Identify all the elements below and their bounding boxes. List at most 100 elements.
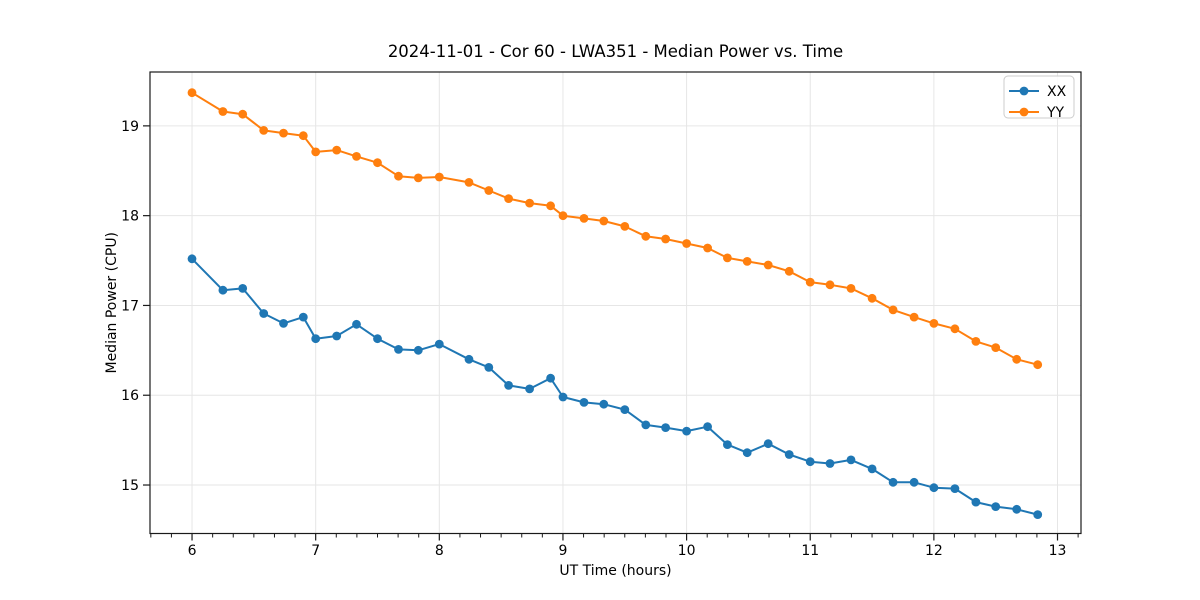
series-XX-marker — [661, 423, 670, 432]
series-YY-marker — [394, 171, 403, 181]
series-XX-marker — [434, 339, 444, 349]
series-XX-marker — [682, 426, 691, 436]
series-XX-marker — [950, 484, 960, 493]
series-YY-marker — [620, 222, 630, 231]
series-YY-marker — [909, 312, 919, 322]
series-YY-marker — [352, 152, 361, 161]
series-YY-marker — [682, 239, 691, 248]
legend-sample-marker-XX — [1019, 86, 1029, 96]
series-XX-marker — [525, 384, 534, 394]
series-XX-marker — [579, 398, 589, 407]
series-YY-marker — [373, 158, 382, 168]
series-XX-marker — [413, 345, 423, 355]
y-tick-label: 16 — [121, 388, 139, 404]
x-tick-label: 9 — [558, 543, 567, 559]
series-YY-marker — [763, 260, 773, 270]
x-tick-label: 12 — [925, 543, 943, 559]
series-XX-marker — [825, 459, 835, 468]
series-YY-marker — [434, 172, 444, 182]
series-XX-marker — [763, 439, 773, 449]
x-tick-label: 6 — [188, 543, 197, 559]
x-tick-label: 13 — [1049, 543, 1067, 559]
x-tick-label: 8 — [435, 543, 444, 559]
grid — [150, 72, 1081, 534]
series-XX-marker — [332, 331, 342, 341]
series-XX-marker — [259, 309, 269, 318]
series-YY-marker — [846, 284, 856, 293]
series-XX-marker — [971, 497, 981, 507]
series-YY-marker — [742, 257, 752, 266]
series-YY-marker — [504, 194, 513, 204]
series-XX-marker — [784, 450, 794, 459]
series-YY-marker — [238, 109, 248, 119]
series-YY-marker — [579, 214, 589, 223]
series-YY-marker — [525, 198, 534, 208]
series-YY-marker — [279, 128, 288, 138]
chart-title: 2024-11-01 - Cor 60 - LWA351 - Median Po… — [388, 42, 843, 61]
series-YY-marker — [888, 305, 898, 315]
series-XX-marker — [599, 399, 609, 409]
series-YY-line — [191, 91, 1038, 366]
series-XX-marker — [504, 381, 513, 390]
x-tick-label: 11 — [801, 543, 819, 559]
legend-box — [1003, 75, 1075, 119]
series-XX-marker — [394, 345, 403, 354]
series-XX-marker — [929, 483, 939, 493]
series-YY-marker — [413, 173, 423, 183]
series-XX-marker — [558, 392, 568, 402]
y-tick-label: 18 — [121, 209, 139, 225]
series-YY-marker — [259, 125, 269, 135]
axes-ticks: 6 7 8 9 10 11 12 13 15 16 17 18 19 — [121, 119, 1079, 559]
series-XX-marker — [279, 319, 288, 328]
y-tick-label: 17 — [121, 298, 139, 314]
series-XX-marker — [187, 254, 197, 264]
y-tick-label: 15 — [121, 478, 139, 494]
series-XX-marker — [641, 420, 651, 430]
legend-sample-marker-YY — [1019, 107, 1029, 117]
series-XX-marker — [464, 354, 474, 364]
series-YY-marker — [784, 266, 794, 276]
series-YY-marker — [661, 234, 670, 244]
series-XX — [187, 254, 1043, 519]
series-YY-marker — [867, 293, 877, 303]
series-YY-marker — [641, 231, 651, 241]
series-YY-marker — [546, 201, 555, 211]
series-XX-marker — [298, 312, 308, 322]
legend-label-XX: XX — [1047, 84, 1067, 100]
series-YY-marker — [464, 178, 474, 187]
series-XX-marker — [805, 457, 815, 467]
y-tick-label: 19 — [121, 119, 139, 135]
series-YY-marker — [805, 277, 815, 287]
plot-border — [149, 71, 1082, 535]
series-YY-marker — [1012, 354, 1022, 364]
series-XX-marker — [352, 319, 361, 329]
series-YY-marker — [187, 88, 197, 98]
series-XX-marker — [909, 477, 919, 487]
series-YY-marker — [332, 145, 342, 155]
series-XX-marker — [311, 334, 321, 344]
series-XX-marker — [867, 464, 877, 474]
series-XX-marker — [218, 285, 228, 295]
x-tick-label: 7 — [311, 543, 320, 559]
series-XX-marker — [546, 373, 555, 383]
series-YY-marker — [558, 211, 568, 221]
series-XX-marker — [846, 455, 856, 465]
series-XX-marker — [238, 284, 248, 293]
x-axis-label: UT Time (hours) — [559, 563, 671, 579]
series-YY-marker — [825, 280, 835, 290]
series-YY-marker — [311, 147, 321, 157]
series-YY-marker — [971, 337, 981, 346]
series-YY-marker — [929, 319, 939, 328]
legend-label-YY: YY — [1046, 105, 1065, 121]
series-YY-marker — [298, 131, 308, 141]
series-XX-marker — [484, 363, 494, 372]
series-YY-marker — [950, 324, 960, 334]
series-YY — [187, 88, 1043, 370]
series-YY-marker — [723, 253, 732, 263]
series-XX-marker — [888, 477, 898, 487]
y-axis-label: Median Power (CPU) — [104, 232, 120, 374]
legend: XX YY — [1003, 75, 1075, 121]
series-XX-marker — [742, 448, 752, 458]
